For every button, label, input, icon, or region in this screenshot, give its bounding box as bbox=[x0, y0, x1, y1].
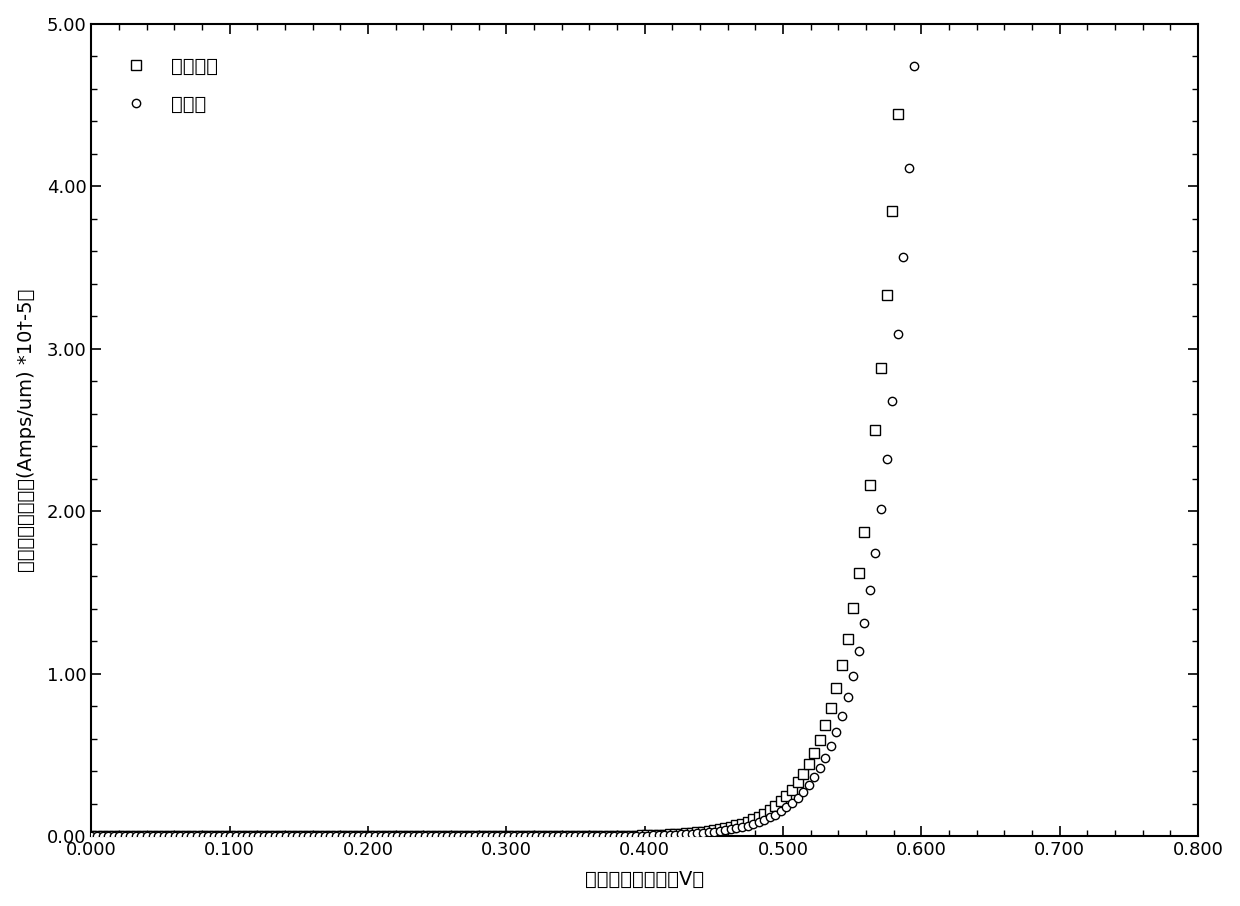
新器件 bbox=[151, 831, 166, 842]
新器件 bbox=[378, 831, 393, 842]
Line: 新器件: 新器件 bbox=[87, 0, 1202, 841]
常规器件 bbox=[378, 831, 393, 842]
常规器件 bbox=[84, 831, 99, 842]
常规器件 bbox=[129, 831, 144, 842]
Y-axis label: 阳极电流（单位：(Amps/um) *10†-5）: 阳极电流（单位：(Amps/um) *10†-5） bbox=[16, 288, 36, 572]
新器件 bbox=[129, 831, 144, 842]
常规器件 bbox=[151, 831, 166, 842]
Legend: 常规器件, 新器件: 常规器件, 新器件 bbox=[102, 34, 242, 138]
新器件 bbox=[84, 831, 99, 842]
新器件 bbox=[290, 831, 305, 842]
常规器件 bbox=[290, 831, 305, 842]
X-axis label: 阳极电压（单位：V）: 阳极电压（单位：V） bbox=[585, 871, 704, 890]
Line: 常规器件: 常规器件 bbox=[87, 0, 1203, 842]
